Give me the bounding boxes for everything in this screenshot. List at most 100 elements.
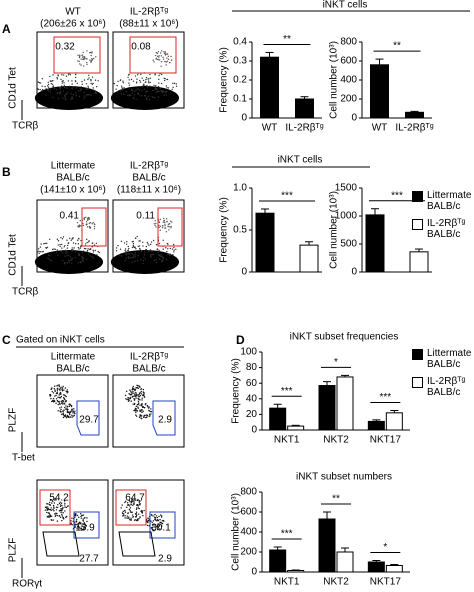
event-dot (132, 403, 134, 405)
event-dot (161, 73, 163, 76)
event-dot (56, 506, 59, 509)
event-dot (168, 253, 170, 256)
event-dot (123, 93, 125, 96)
event-dot (133, 256, 135, 259)
event-dot (129, 518, 131, 521)
event-dot (162, 256, 165, 259)
sample-title: WT (65, 7, 81, 18)
sample-title: IL-2Rβᵀᵍ (130, 352, 169, 363)
event-dot (131, 514, 134, 516)
event-dot (133, 501, 135, 503)
event-dot (66, 252, 69, 254)
event-dot (141, 405, 143, 407)
event-dot (148, 98, 151, 101)
event-dot (57, 400, 59, 403)
event-dot (87, 241, 90, 243)
event-dot (39, 82, 42, 84)
event-dot (52, 399, 54, 402)
significance-label: ** (283, 34, 291, 45)
y-tick-label: 40 (246, 393, 258, 404)
event-dot (80, 86, 83, 88)
event-dot (57, 74, 59, 76)
event-dot (126, 515, 129, 517)
event-dot (52, 397, 55, 400)
event-dot (132, 245, 135, 248)
event-dot (52, 85, 54, 88)
event-dot (131, 388, 134, 391)
event-dot (46, 85, 49, 87)
event-dot (50, 397, 52, 400)
event-dot (84, 56, 86, 58)
event-dot (51, 502, 53, 504)
event-dot (136, 81, 138, 83)
significance-label: *** (281, 191, 293, 202)
event-dot (127, 400, 130, 402)
event-dot (150, 410, 153, 413)
gate-value: 0.11 (136, 211, 155, 222)
y-tick-label: 1000 (335, 211, 358, 222)
event-dot (149, 73, 151, 76)
y-tick-label: 100 (240, 347, 257, 358)
event-dot (155, 85, 157, 87)
event-dot (166, 78, 169, 81)
event-dot (48, 508, 50, 511)
event-dot (88, 222, 91, 224)
event-dot (127, 245, 129, 248)
event-dot (148, 409, 150, 412)
event-dot (146, 520, 148, 522)
event-dot (125, 390, 128, 393)
event-dot (78, 238, 80, 240)
event-dot (66, 407, 68, 409)
event-dot (144, 403, 147, 406)
event-dot (58, 400, 60, 403)
event-dot (129, 509, 131, 512)
event-dot (164, 51, 166, 53)
event-dot (134, 389, 136, 392)
event-dot (60, 511, 62, 514)
gate-value: 2.9 (158, 415, 172, 426)
significance-label: * (334, 357, 338, 368)
event-dot (67, 505, 69, 507)
event-dot (143, 393, 145, 395)
event-dot (78, 521, 81, 524)
event-dot (130, 391, 132, 393)
event-dot (138, 507, 140, 510)
event-dot (61, 509, 63, 512)
event-dot (140, 393, 143, 395)
event-dot (120, 255, 123, 257)
x-tick-label: NKT2 (323, 577, 349, 588)
event-dot (65, 405, 67, 407)
event-dot (88, 225, 91, 228)
event-dot (163, 94, 165, 97)
y-tick-label: 0 (251, 425, 257, 436)
event-dot (158, 525, 161, 527)
event-dot (64, 406, 66, 409)
significance-label: ** (332, 494, 340, 505)
event-dot (66, 255, 68, 257)
event-dot (160, 60, 163, 63)
event-dot (123, 242, 126, 244)
bar (385, 565, 403, 573)
event-dot (172, 254, 174, 256)
event-dot (157, 523, 159, 525)
event-dot (93, 89, 96, 92)
event-dot (79, 526, 81, 529)
sample-title: (118±11 x 10⁶) (117, 185, 181, 196)
event-dot (72, 237, 74, 239)
event-dot (67, 74, 70, 76)
x-tick-label: IL-2Rβᵀᵍ (395, 123, 434, 134)
event-dot (158, 221, 161, 224)
event-dot (133, 398, 136, 401)
x-tick-label: WT (262, 123, 278, 134)
event-dot (79, 63, 81, 65)
event-dot (133, 503, 135, 505)
event-dot (135, 514, 138, 517)
event-dot (136, 78, 138, 80)
event-dot (147, 521, 149, 524)
event-dot (138, 416, 141, 419)
event-dot (153, 223, 155, 225)
event-dot (160, 55, 163, 57)
event-dot (71, 408, 73, 411)
event-dot (64, 244, 66, 247)
event-dot (78, 253, 80, 255)
